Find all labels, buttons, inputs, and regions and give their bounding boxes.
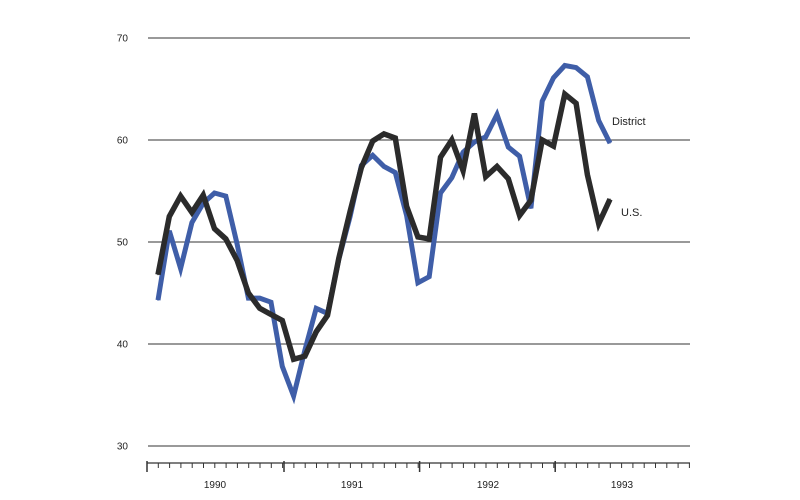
series-label: U.S. [621,207,642,219]
data-point-district [473,141,475,143]
data-point-district [372,154,374,156]
data-point-u-s [225,238,227,240]
y-tick-label: 50 [117,238,129,249]
data-point-district [485,136,487,138]
y-axis-tick-labels: 30 40 50 60 70 [117,34,129,453]
y-tick-label: 70 [117,34,129,45]
data-point-u-s [417,236,419,238]
y-tick-label: 40 [117,340,129,351]
data-point-district [451,177,453,179]
data-point-u-s [564,93,566,95]
data-point-district [225,195,227,197]
data-point-u-s [168,215,170,218]
data-point-u-s [202,194,204,196]
data-point-u-s [598,223,600,225]
series-labels: District U.S. [612,116,646,219]
data-point-u-s [586,174,589,176]
data-point-district [394,172,396,174]
data-point-u-s [519,214,521,217]
data-point-district [552,77,555,79]
data-point-u-s [236,259,238,261]
data-point-u-s [281,319,283,322]
data-point-u-s [293,358,295,360]
data-point-u-s [575,102,577,104]
data-point-district [270,301,272,303]
data-point-u-s [304,355,306,357]
data-point-district [315,307,317,309]
data-point-u-s [180,195,182,197]
x-tick-label: 1990 [204,480,227,491]
y-tick-label: 30 [117,442,129,453]
series-line-district [155,62,613,405]
data-point-u-s [451,139,453,141]
data-point-u-s [507,178,509,180]
data-point-u-s [349,210,351,212]
data-point-district [293,395,295,397]
x-tick-label: 1991 [341,480,364,491]
data-point-u-s [213,228,216,230]
series-district [155,62,613,405]
data-point-district [157,299,159,301]
y-tick-label: 60 [117,136,129,147]
data-point-u-s [247,292,249,294]
data-point-district [575,66,577,69]
data-point-district [586,76,589,78]
data-point-district [236,243,238,245]
data-point-u-s [338,257,340,259]
x-axis [146,461,690,472]
data-point-district [530,207,532,209]
data-point-u-s [326,314,329,317]
data-point-u-s [541,139,543,141]
data-point-u-s [259,307,261,309]
data-point-u-s [383,133,385,135]
x-tick-label: 1992 [477,480,500,491]
series-label: District [612,116,646,128]
data-point-u-s [552,145,555,147]
data-point-district [439,192,442,194]
data-point-u-s [439,156,442,158]
data-point-u-s [270,313,272,316]
data-point-district [428,276,430,278]
data-point-district [541,100,543,102]
data-point-district [417,282,419,284]
series-u-s [155,89,613,363]
data-point-u-s [372,140,374,142]
data-point-district [259,297,261,299]
data-point-district [564,64,566,67]
data-point-u-s [530,199,532,201]
data-point-district [462,151,464,153]
data-point-u-s [394,137,396,139]
data-point-district [507,146,509,148]
data-point-district [281,365,283,368]
data-point-u-s [496,165,498,168]
series-lines [155,62,613,405]
x-axis-tick-labels: 1990 1991 1992 1993 [204,480,634,491]
data-point-u-s [191,211,193,214]
data-point-u-s [360,166,362,169]
data-point-district [598,120,600,122]
data-point-u-s [428,238,430,240]
data-point-u-s [609,198,611,200]
x-tick-label: 1993 [611,480,634,491]
data-point-district [496,113,498,116]
data-point-district [213,192,216,194]
data-point-u-s [315,331,317,333]
data-point-u-s [473,112,475,115]
data-point-u-s [406,205,408,207]
data-point-district [609,142,611,144]
data-point-u-s [462,170,464,172]
data-point-district [180,267,182,270]
data-point-u-s [157,274,159,276]
data-point-district [406,214,408,217]
data-point-district [519,155,521,157]
data-point-u-s [485,176,487,178]
data-point-district [383,165,385,168]
data-point-district [191,222,193,224]
